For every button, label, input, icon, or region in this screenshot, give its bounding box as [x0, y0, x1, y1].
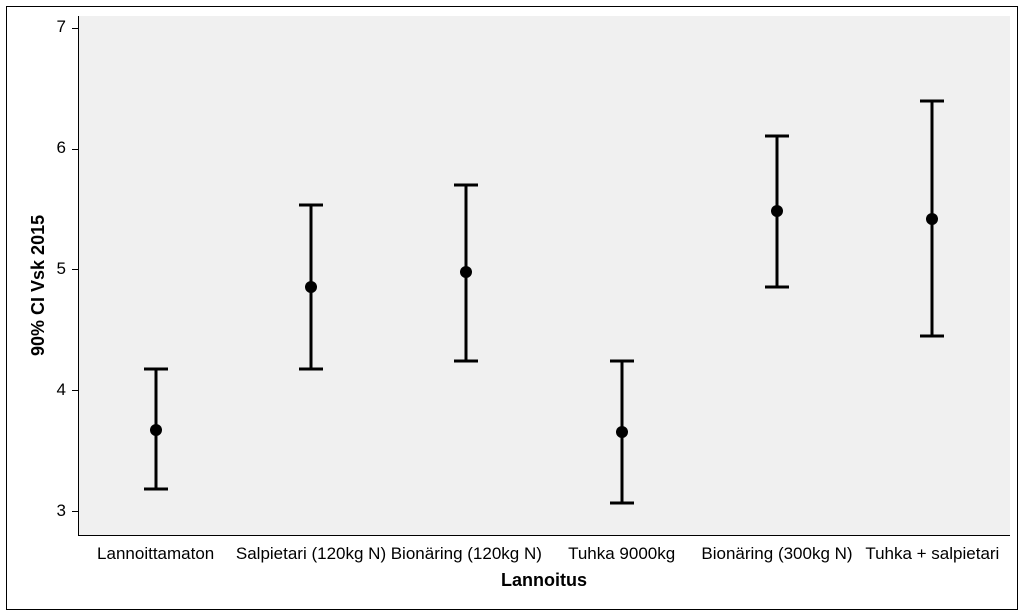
errorbar-cap — [920, 99, 944, 102]
data-point — [926, 213, 938, 225]
errorbar-cap — [610, 502, 634, 505]
errorbar-cap — [299, 368, 323, 371]
data-point — [616, 426, 628, 438]
x-axis-title: Lannoitus — [78, 570, 1010, 591]
data-point — [305, 281, 317, 293]
y-tick — [72, 390, 78, 391]
errorbar-cap — [454, 359, 478, 362]
x-tick-label: Bionäring (120kg N) — [386, 544, 546, 564]
errorbar-cap — [920, 335, 944, 338]
data-point — [150, 424, 162, 436]
y-tick — [72, 28, 78, 29]
x-tick-label: Tuhka 9000kg — [542, 544, 702, 564]
y-tick — [72, 269, 78, 270]
y-tick-label: 3 — [0, 501, 66, 521]
plot-area — [78, 16, 1010, 536]
errorbar-cap — [144, 487, 168, 490]
y-tick-label: 7 — [0, 17, 66, 37]
data-point — [771, 205, 783, 217]
x-tick-label: Lannoittamaton — [76, 544, 236, 564]
y-tick-label: 4 — [0, 380, 66, 400]
x-tick-label: Salpietari (120kg N) — [231, 544, 391, 564]
errorbar-cap — [610, 359, 634, 362]
errorbar-cap — [144, 368, 168, 371]
errorbar-cap — [765, 134, 789, 137]
y-tick — [72, 511, 78, 512]
errorbar-cap — [765, 285, 789, 288]
errorbar-cap — [454, 184, 478, 187]
chart-container: 90% CI Vsk 2015 Lannoitus 3 4 5 6 7 Lannoitta… — [0, 0, 1024, 616]
y-axis-title: 90% CI Vsk 2015 — [28, 215, 49, 356]
errorbar-cap — [299, 203, 323, 206]
x-tick-label: Tuhka + salpietari — [852, 544, 1012, 564]
y-tick-label: 6 — [0, 138, 66, 158]
data-point — [460, 266, 472, 278]
y-tick — [72, 149, 78, 150]
y-tick-label: 5 — [0, 259, 66, 279]
x-tick-label: Bionäring (300kg N) — [697, 544, 857, 564]
